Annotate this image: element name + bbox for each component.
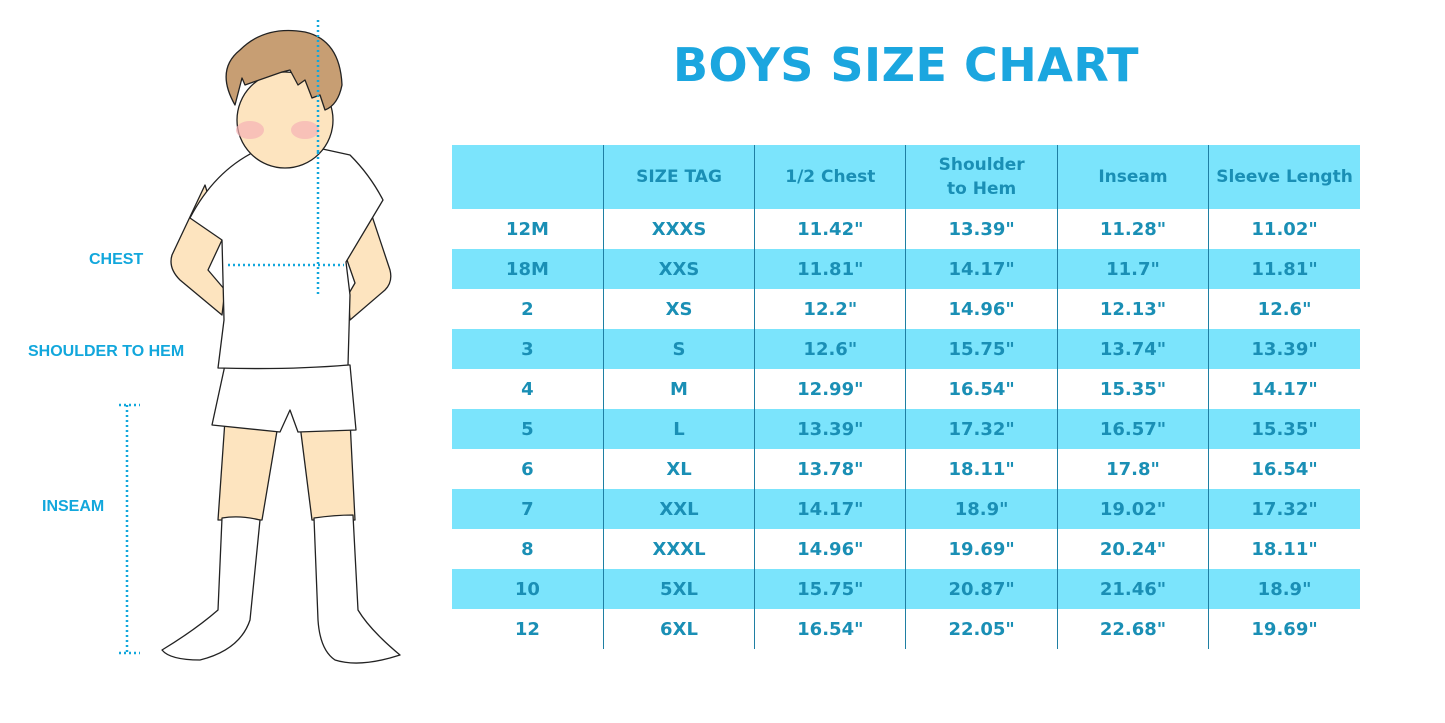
cell-size: 18M (452, 249, 604, 289)
cell-half-chest: 13.78" (754, 449, 906, 489)
page-title: BOYS SIZE CHART (672, 38, 1140, 92)
inseam-label: INSEAM (42, 498, 105, 515)
table-row: 12M XXXS 11.42" 13.39" 11.28" 11.02" (452, 209, 1360, 249)
cell-sleeve-length: 11.81" (1208, 249, 1360, 289)
cell-size-tag: XXXS (602, 209, 755, 249)
table-row: 10 5XL 15.75" 20.87" 21.46" 18.9" (452, 569, 1360, 609)
cell-size-tag: XS (602, 289, 755, 329)
table-row: 3 S 12.6" 15.75" 13.74" 13.39" (452, 329, 1360, 369)
cell-size: 10 (452, 569, 604, 609)
cell-shoulder-to-hem: 17.32" (905, 409, 1058, 449)
cell-half-chest: 14.96" (754, 529, 906, 569)
cell-half-chest: 12.99" (754, 369, 906, 409)
cell-inseam: 19.02" (1056, 489, 1209, 529)
cell-size-tag: XXL (602, 489, 755, 529)
shoulder-to-hem-label: SHOULDER TO HEM (28, 343, 185, 360)
cell-shoulder-to-hem: 14.17" (905, 249, 1058, 289)
cell-size-tag: XXXL (602, 529, 755, 569)
cell-shoulder-to-hem: 18.11" (905, 449, 1058, 489)
cell-size: 4 (521, 378, 534, 400)
header-shoulder-to-hem: Shoulder to Hem (905, 145, 1058, 209)
table-row: 2 XS 12.2" 14.96" 12.13" 12.6" (452, 289, 1360, 329)
table-row: 18M XXS 11.81" 14.17" 11.7" 11.81" (452, 249, 1360, 289)
cell-size: 12 (514, 618, 540, 640)
size-chart-table: SIZE TAG 1/2 Chest Shoulder to Hem Insea… (452, 145, 1360, 649)
cell-shoulder-to-hem: 14.96" (905, 289, 1058, 329)
cell-inseam: 12.13" (1056, 289, 1209, 329)
boy-illustration (119, 20, 401, 664)
cell-size: 7 (452, 489, 604, 529)
cell-size: 12M (505, 218, 549, 240)
chest-label: CHEST (89, 251, 144, 268)
cell-size-tag: XL (602, 449, 755, 489)
table-row: 5 L 13.39" 17.32" 16.57" 15.35" (452, 409, 1360, 449)
cell-sleeve-length: 12.6" (1208, 289, 1360, 329)
table-row: 12 6XL 16.54" 22.05" 22.68" 19.69" (452, 609, 1360, 649)
cell-shoulder-to-hem: 13.39" (905, 209, 1058, 249)
cell-half-chest: 11.81" (754, 249, 906, 289)
header-size (452, 145, 604, 209)
cell-inseam: 11.7" (1056, 249, 1209, 289)
cell-inseam: 11.28" (1056, 209, 1209, 249)
cell-sleeve-length: 16.54" (1208, 449, 1360, 489)
cell-inseam: 16.57" (1056, 409, 1209, 449)
table-header-row: SIZE TAG 1/2 Chest Shoulder to Hem Insea… (452, 145, 1360, 209)
cell-shoulder-to-hem: 22.05" (905, 609, 1058, 649)
cell-half-chest: 14.17" (754, 489, 906, 529)
header-inseam: Inseam (1056, 145, 1209, 209)
cell-shoulder-to-hem: 16.54" (905, 369, 1058, 409)
cell-sleeve-length: 18.9" (1208, 569, 1360, 609)
table-row: 8 XXXL 14.96" 19.69" 20.24" 18.11" (452, 529, 1360, 569)
cell-size: 8 (521, 538, 534, 560)
cell-inseam: 21.46" (1056, 569, 1209, 609)
cell-half-chest: 16.54" (754, 609, 906, 649)
cell-size-tag: L (602, 409, 755, 449)
cell-inseam: 13.74" (1056, 329, 1209, 369)
table-row: 6 XL 13.78" 18.11" 17.8" 16.54" (452, 449, 1360, 489)
cell-shoulder-to-hem: 20.87" (905, 569, 1058, 609)
cell-size: 3 (452, 329, 604, 369)
cell-inseam: 22.68" (1056, 609, 1209, 649)
cell-half-chest: 12.6" (754, 329, 906, 369)
cell-inseam: 15.35" (1056, 369, 1209, 409)
cell-inseam: 17.8" (1056, 449, 1209, 489)
cell-shoulder-to-hem: 15.75" (905, 329, 1058, 369)
cell-half-chest: 12.2" (754, 289, 906, 329)
header-size-tag: SIZE TAG (602, 145, 755, 209)
cell-size: 5 (452, 409, 604, 449)
cell-sleeve-length: 14.17" (1208, 369, 1360, 409)
cell-shoulder-to-hem: 18.9" (905, 489, 1058, 529)
cell-shoulder-to-hem: 19.69" (905, 529, 1058, 569)
cell-sleeve-length: 19.69" (1208, 609, 1360, 649)
cell-sleeve-length: 15.35" (1208, 409, 1360, 449)
table-row: 7 XXL 14.17" 18.9" 19.02" 17.32" (452, 489, 1360, 529)
cell-size-tag: S (602, 329, 755, 369)
cell-half-chest: 15.75" (754, 569, 906, 609)
cell-sleeve-length: 11.02" (1208, 209, 1360, 249)
cell-size-tag: 5XL (602, 569, 755, 609)
cell-size-tag: 6XL (602, 609, 755, 649)
cell-size-tag: M (602, 369, 755, 409)
cell-half-chest: 13.39" (754, 409, 906, 449)
table-row: 4 M 12.99" 16.54" 15.35" 14.17" (452, 369, 1360, 409)
cell-size-tag: XXS (602, 249, 755, 289)
cell-sleeve-length: 17.32" (1208, 489, 1360, 529)
header-sleeve-length: Sleeve Length (1208, 145, 1360, 209)
header-half-chest: 1/2 Chest (754, 145, 906, 209)
cell-inseam: 20.24" (1056, 529, 1209, 569)
cell-size: 2 (521, 298, 534, 320)
cell-sleeve-length: 18.11" (1208, 529, 1360, 569)
cell-size: 6 (521, 458, 534, 480)
cell-sleeve-length: 13.39" (1208, 329, 1360, 369)
cell-half-chest: 11.42" (754, 209, 906, 249)
